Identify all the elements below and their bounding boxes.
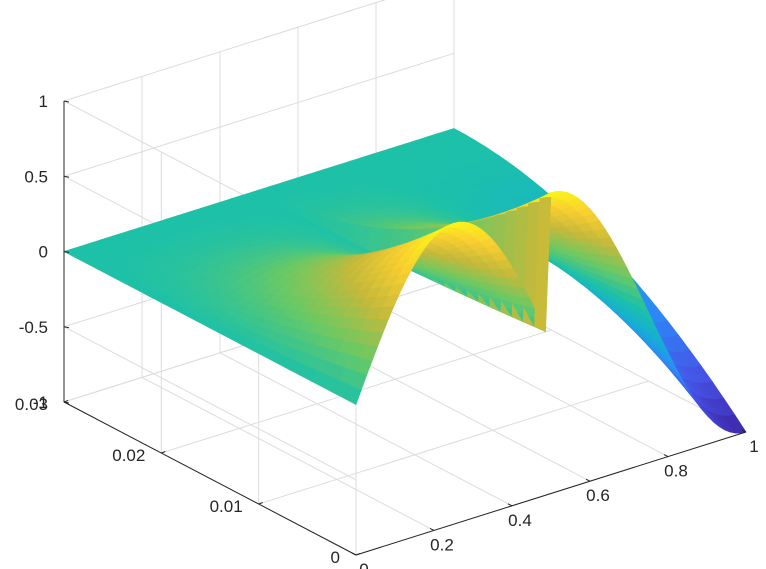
x-tick-label: 1	[749, 437, 758, 456]
x-tick-mark	[585, 478, 591, 482]
x-tick-mark	[663, 454, 669, 458]
z-tick-label: -0.5	[19, 318, 48, 337]
x-tick-mark	[351, 552, 357, 556]
y-tick-mark	[355, 553, 361, 556]
y-tick-label: 0.01	[210, 497, 243, 516]
z-tick-label: -1	[33, 393, 48, 412]
x-tick-label: 0.4	[508, 511, 532, 530]
tick-labels: 0 0.2 0.4 0.6 0.8 1 0 0.01 0.02 0.03-1 -0.5 0 0.5 1	[15, 92, 759, 569]
gridline-y	[355, 254, 747, 556]
x-tick-label: 0.2	[430, 535, 454, 554]
axes	[63, 100, 747, 556]
z-tick-mark	[63, 401, 70, 404]
x-tick-mark	[741, 429, 747, 433]
z-tick-mark	[63, 251, 70, 253]
z-tick-mark	[63, 175, 70, 178]
y-tick-mark	[258, 502, 263, 505]
y-tick-mark	[161, 451, 166, 454]
x-tick-label: 0.8	[664, 462, 688, 481]
y-tick-label: 0.03	[15, 395, 48, 414]
x-tick-label: 0	[359, 560, 368, 569]
x-tick-mark	[429, 527, 435, 531]
x-tick-label: 0.6	[586, 486, 610, 505]
y-axis-line	[63, 401, 357, 556]
z-tick-label: 1	[39, 92, 48, 111]
x-tick-mark	[507, 503, 513, 507]
z-tick-mark	[63, 326, 70, 329]
y-tick-label: 0	[331, 548, 340, 567]
surface	[63, 128, 747, 434]
z-tick-mark	[63, 100, 70, 103]
y-tick-label: 0.02	[112, 446, 145, 465]
x-axis-line	[355, 431, 747, 556]
z-tick-label: 0	[39, 243, 48, 262]
z-tick-label: 0.5	[24, 167, 48, 186]
